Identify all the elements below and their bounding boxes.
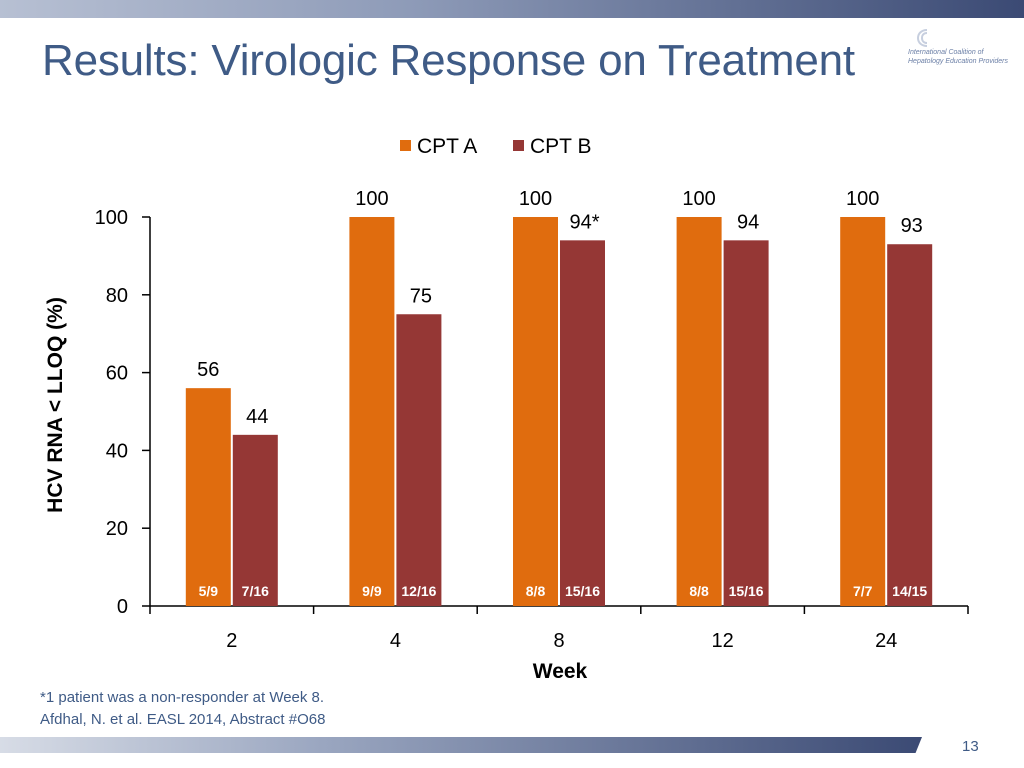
y-tick-label: 60: [106, 363, 128, 385]
data-label: 75: [410, 285, 432, 307]
data-label: 94*: [569, 211, 599, 233]
legend: CPT A CPT B: [400, 135, 591, 158]
count-label: 9/9: [362, 583, 382, 599]
count-label: 7/7: [853, 583, 873, 599]
bar: [723, 240, 769, 606]
page-number: 13: [962, 738, 979, 755]
count-label: 5/9: [199, 583, 219, 599]
data-label: 93: [901, 215, 923, 237]
y-tick-label: 0: [117, 596, 128, 618]
count-label: 14/15: [892, 583, 927, 599]
y-tick-label: 20: [106, 518, 128, 540]
bar: [232, 434, 278, 606]
y-tick-label: 40: [106, 440, 128, 462]
data-label: 44: [246, 406, 268, 428]
citation: Afdhal, N. et al. EASL 2014, Abstract #O…: [40, 711, 326, 728]
count-label: 12/16: [401, 583, 436, 599]
y-tick-label: 80: [106, 285, 128, 307]
top-banner: [0, 0, 1024, 18]
legend-swatch: [400, 140, 411, 151]
bar: [396, 314, 442, 606]
x-tick-label: 2: [226, 630, 237, 652]
data-label: 100: [682, 188, 715, 210]
count-label: 15/16: [729, 583, 764, 599]
data-labels: 56 5/9 100 9/9 100 8/8 100 8/8 100 7/7 44 7/16 75 12/…: [197, 188, 927, 599]
bar: [349, 217, 395, 606]
x-tick-label: 8: [553, 630, 564, 652]
data-label: 94: [737, 211, 759, 233]
legend-label: CPT A: [417, 135, 477, 158]
footnote: *1 patient was a non-responder at Week 8…: [40, 689, 325, 706]
count-label: 15/16: [565, 583, 600, 599]
bar: [676, 217, 722, 606]
count-label: 8/8: [689, 583, 709, 599]
legend-swatch: [513, 140, 524, 151]
data-label: 56: [197, 359, 219, 381]
x-tick-label: 4: [390, 630, 401, 652]
bottom-banner: [0, 737, 922, 753]
x-tick-label: 24: [875, 630, 897, 652]
data-label: 100: [519, 188, 552, 210]
logo-mark-icon: [916, 29, 928, 47]
bar: [513, 217, 558, 606]
x-axis-label: Week: [533, 660, 588, 683]
count-label: 8/8: [526, 583, 546, 599]
y-axis-label: HCV RNA < LLOQ (%): [44, 297, 67, 513]
logo-text: International Coalition of Hepatology Ed…: [908, 49, 1009, 65]
data-label: 100: [846, 188, 879, 210]
data-label: 100: [355, 188, 388, 210]
slide-title: Results: Virologic Response on Treatment: [42, 36, 855, 85]
y-tick-label: 100: [95, 207, 128, 229]
x-tick-label: 12: [711, 630, 733, 652]
bar: [185, 388, 231, 606]
legend-label: CPT B: [530, 135, 591, 158]
bar: [840, 217, 886, 606]
count-label: 7/16: [242, 583, 269, 599]
bar: [560, 240, 605, 606]
bar: [887, 244, 933, 607]
bars: [185, 217, 933, 607]
